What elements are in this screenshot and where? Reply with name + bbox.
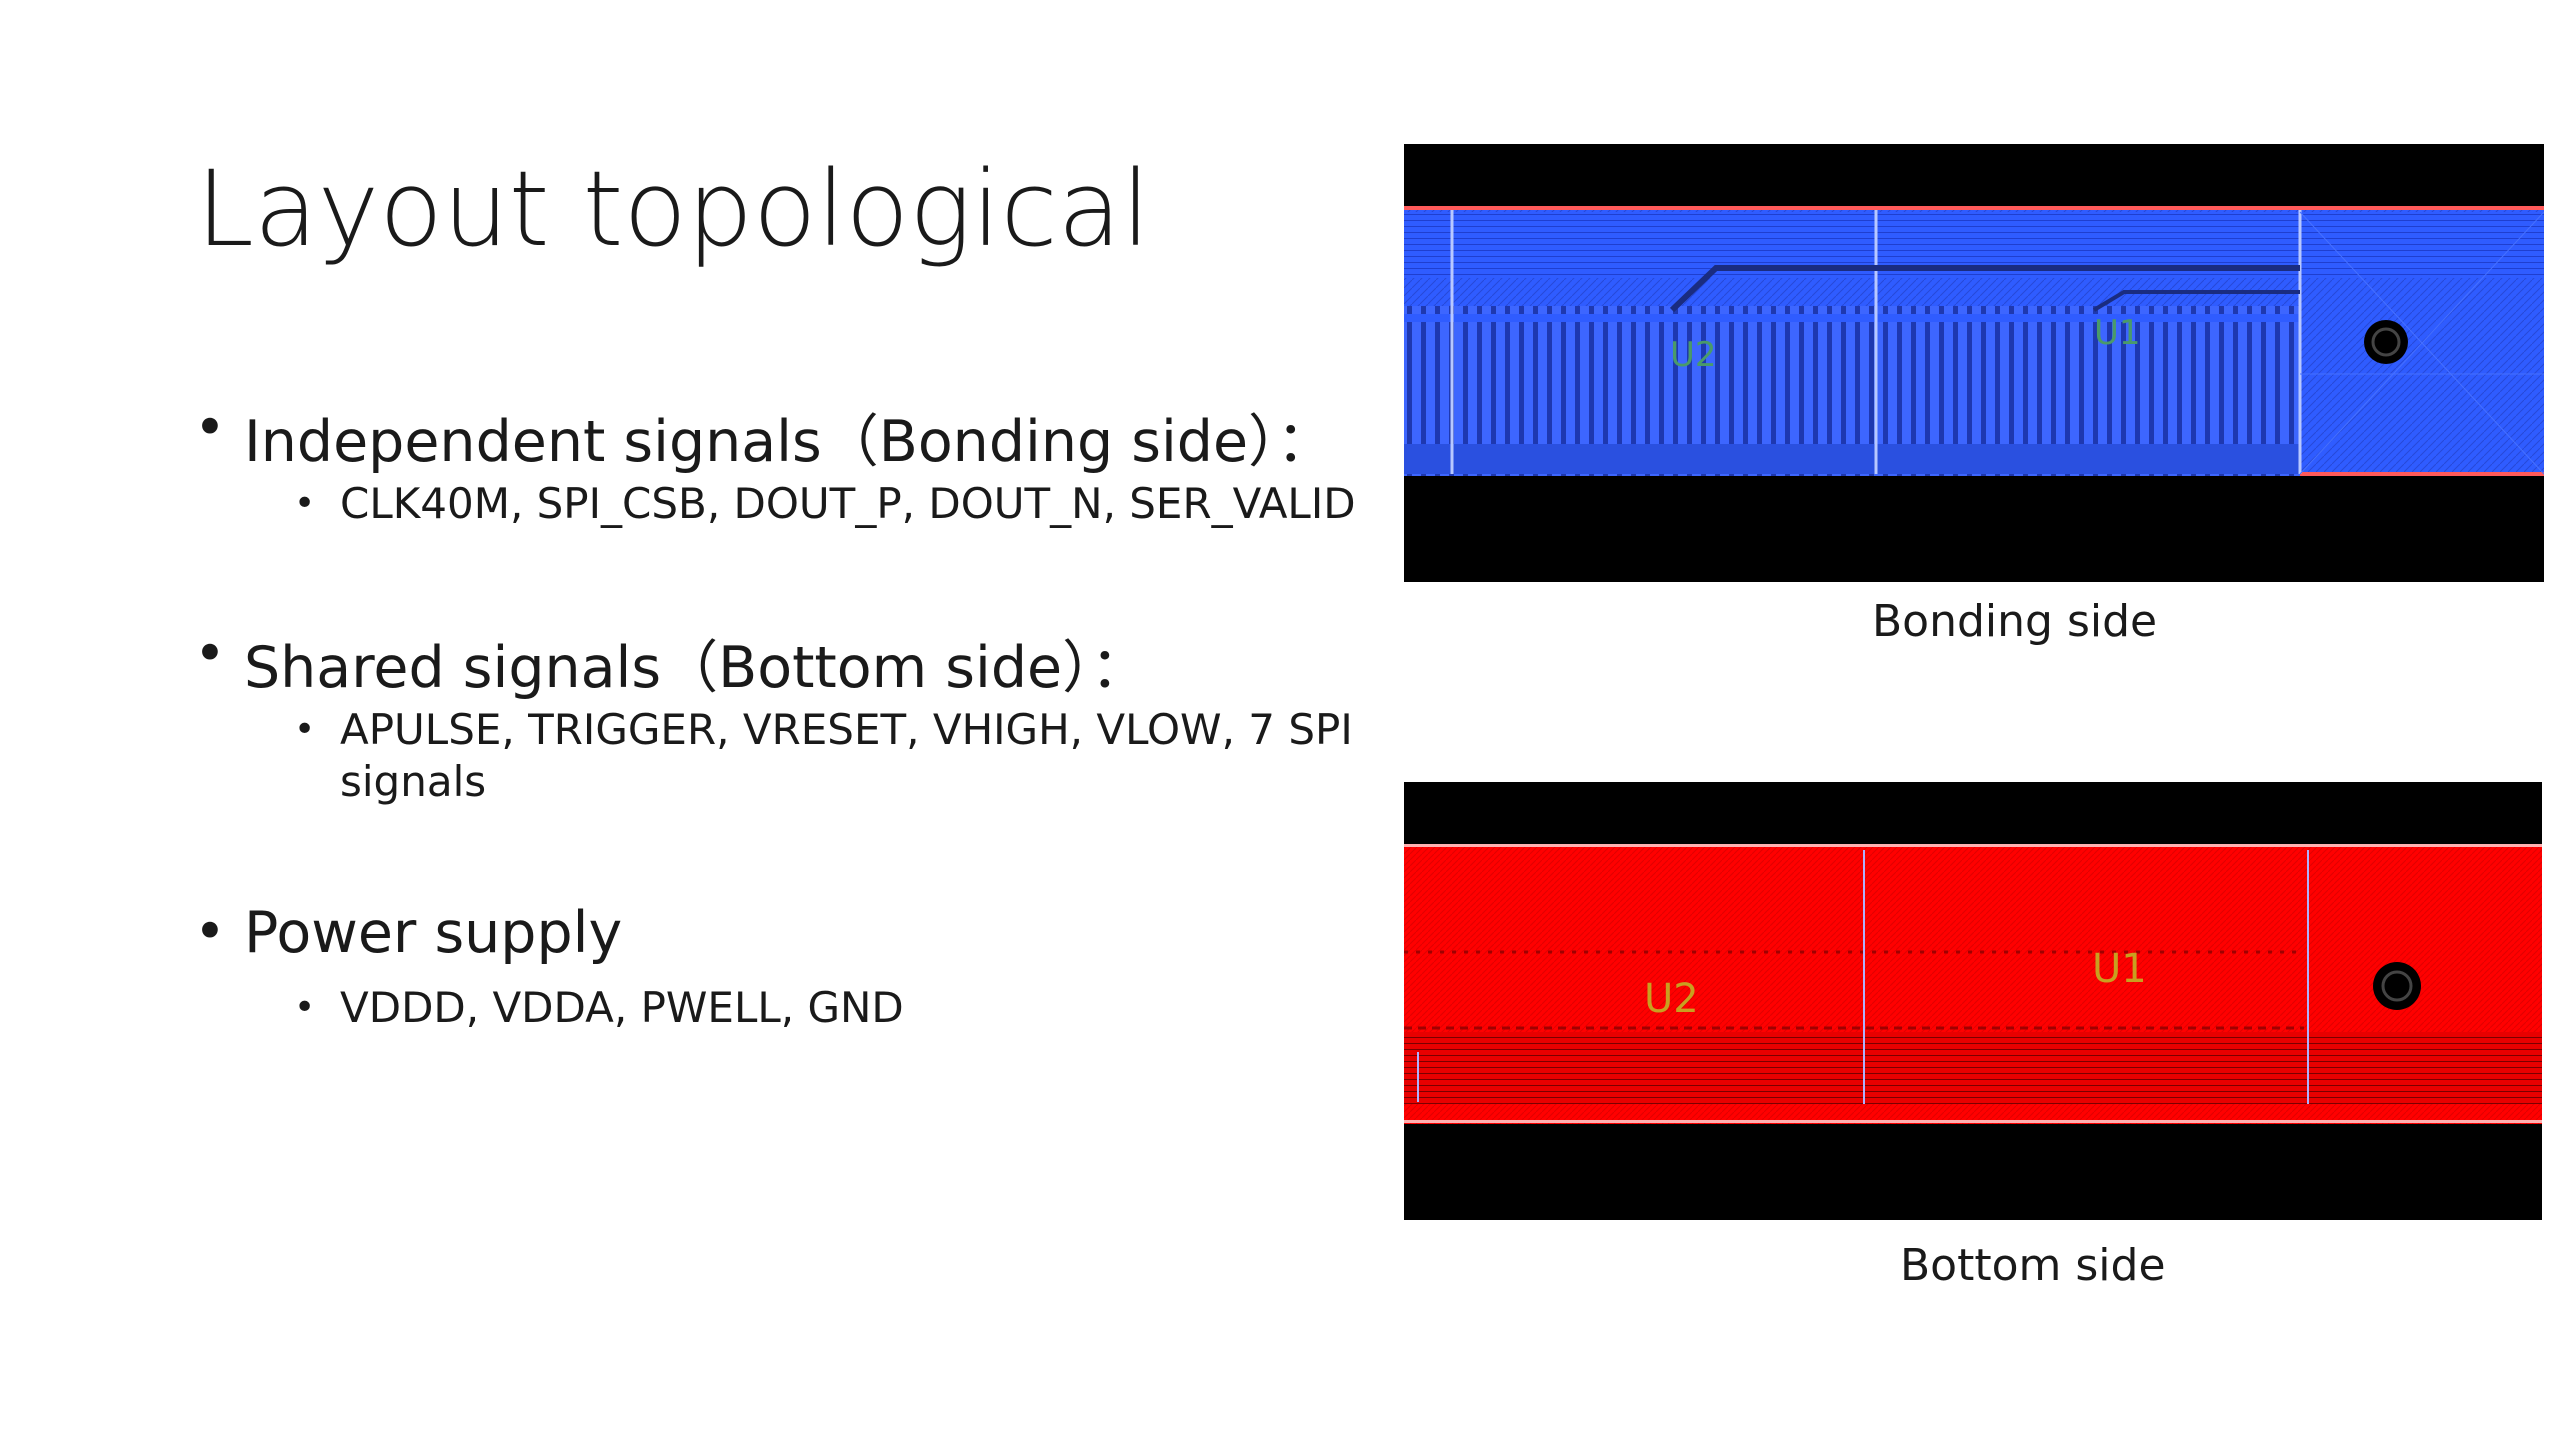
bullet-dot-icon: •: [194, 396, 226, 459]
bonding-side-layout-image: U2 U1: [1404, 144, 2544, 582]
sub-bullet-dot-icon: •: [294, 483, 316, 524]
chip-label-u2: U2: [1670, 335, 1717, 375]
bullet-label: Shared signals（Bottom side）：: [244, 635, 1148, 701]
bullet-label: Independent signals（Bonding side）：: [244, 409, 1334, 475]
sub-bullet-dot-icon: •: [294, 709, 316, 750]
sub-bullet-text: APULSE, TRIGGER, VRESET, VHIGH, VLOW, 7 …: [340, 705, 1353, 806]
bullet-label: Power supply: [244, 900, 623, 966]
sub-bullet-text: CLK40M, SPI_CSB, DOUT_P, DOUT_N, SER_VAL…: [340, 479, 1356, 528]
sub-bullet-dot-icon: •: [294, 987, 316, 1028]
bonding-side-caption: Bonding side: [1872, 596, 2158, 647]
chip-label-u2: U2: [1644, 976, 1699, 1022]
chip-label-u1: U1: [2094, 313, 2141, 353]
bottom-side-caption: Bottom side: [1900, 1240, 2166, 1291]
sub-bullet-text: VDDD, VDDA, PWELL, GND: [340, 983, 904, 1032]
bottom-side-layout-image: U2 U1: [1404, 782, 2542, 1220]
bottom-side-layout-drawing: U2 U1: [1404, 844, 2542, 1124]
bonding-side-layout-drawing: U2 U1: [1404, 206, 2544, 476]
chip-label-u1: U1: [2092, 946, 2147, 992]
bullet-dot-icon: •: [194, 900, 226, 963]
slide-title: Layout topological: [196, 148, 1151, 270]
bullet-dot-icon: •: [194, 622, 226, 685]
